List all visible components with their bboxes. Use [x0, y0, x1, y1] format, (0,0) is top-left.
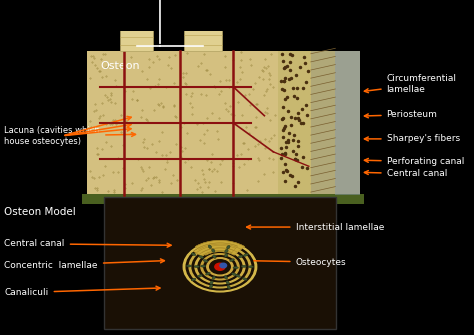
- Ellipse shape: [186, 265, 191, 267]
- Circle shape: [220, 263, 227, 268]
- Text: Perforating canal: Perforating canal: [365, 157, 464, 166]
- Circle shape: [189, 246, 251, 288]
- Ellipse shape: [203, 260, 208, 262]
- Text: Interstitial lamellae: Interstitial lamellae: [246, 222, 384, 231]
- Bar: [120, 0, 153, 51]
- Text: Osteocytes: Osteocytes: [242, 258, 346, 267]
- Ellipse shape: [230, 259, 234, 262]
- Bar: [335, 51, 360, 195]
- Circle shape: [192, 248, 248, 286]
- Wedge shape: [193, 243, 237, 256]
- Wedge shape: [195, 241, 245, 255]
- Circle shape: [204, 256, 236, 278]
- Ellipse shape: [206, 272, 210, 275]
- Ellipse shape: [212, 276, 215, 280]
- Bar: [82, 194, 365, 204]
- Text: Canaliculi: Canaliculi: [4, 286, 160, 297]
- Circle shape: [210, 260, 230, 274]
- Circle shape: [201, 254, 239, 280]
- Ellipse shape: [213, 255, 216, 258]
- Ellipse shape: [227, 245, 230, 249]
- Circle shape: [198, 252, 242, 282]
- Circle shape: [183, 242, 257, 292]
- Ellipse shape: [199, 256, 203, 258]
- Bar: [278, 51, 311, 195]
- Ellipse shape: [198, 274, 202, 277]
- Ellipse shape: [191, 278, 196, 281]
- Bar: [184, 0, 222, 51]
- Text: Periosteum: Periosteum: [365, 110, 438, 119]
- Ellipse shape: [248, 266, 254, 268]
- Circle shape: [195, 250, 245, 284]
- Ellipse shape: [241, 265, 246, 267]
- Ellipse shape: [211, 249, 215, 252]
- Bar: [87, 51, 278, 195]
- Ellipse shape: [210, 281, 213, 284]
- Ellipse shape: [191, 253, 196, 256]
- Ellipse shape: [208, 245, 211, 249]
- Ellipse shape: [224, 276, 228, 279]
- Ellipse shape: [232, 273, 237, 276]
- Ellipse shape: [210, 284, 213, 288]
- Text: Central canal: Central canal: [4, 239, 171, 248]
- Text: Concentric  lamellae: Concentric lamellae: [4, 259, 164, 270]
- Ellipse shape: [226, 281, 229, 284]
- Text: Lacuna (cavities which
house osteocytes): Lacuna (cavities which house osteocytes): [4, 126, 136, 145]
- Ellipse shape: [224, 254, 228, 257]
- Ellipse shape: [244, 254, 248, 256]
- Bar: [311, 51, 360, 195]
- Text: Sharpey's fibers: Sharpey's fibers: [365, 134, 460, 143]
- Ellipse shape: [201, 265, 206, 267]
- Text: Osteon Model: Osteon Model: [4, 207, 76, 217]
- Circle shape: [207, 258, 233, 276]
- Bar: [104, 197, 336, 329]
- Text: Circumferential
lamellae: Circumferential lamellae: [365, 74, 456, 94]
- Ellipse shape: [227, 285, 230, 289]
- Ellipse shape: [225, 249, 228, 253]
- Ellipse shape: [238, 255, 243, 258]
- Ellipse shape: [236, 274, 240, 277]
- Circle shape: [186, 244, 254, 290]
- Ellipse shape: [194, 266, 200, 268]
- Ellipse shape: [233, 267, 238, 269]
- Text: Central canal: Central canal: [365, 170, 447, 178]
- Text: Osteon: Osteon: [100, 61, 140, 71]
- Circle shape: [215, 263, 225, 270]
- Ellipse shape: [242, 278, 247, 280]
